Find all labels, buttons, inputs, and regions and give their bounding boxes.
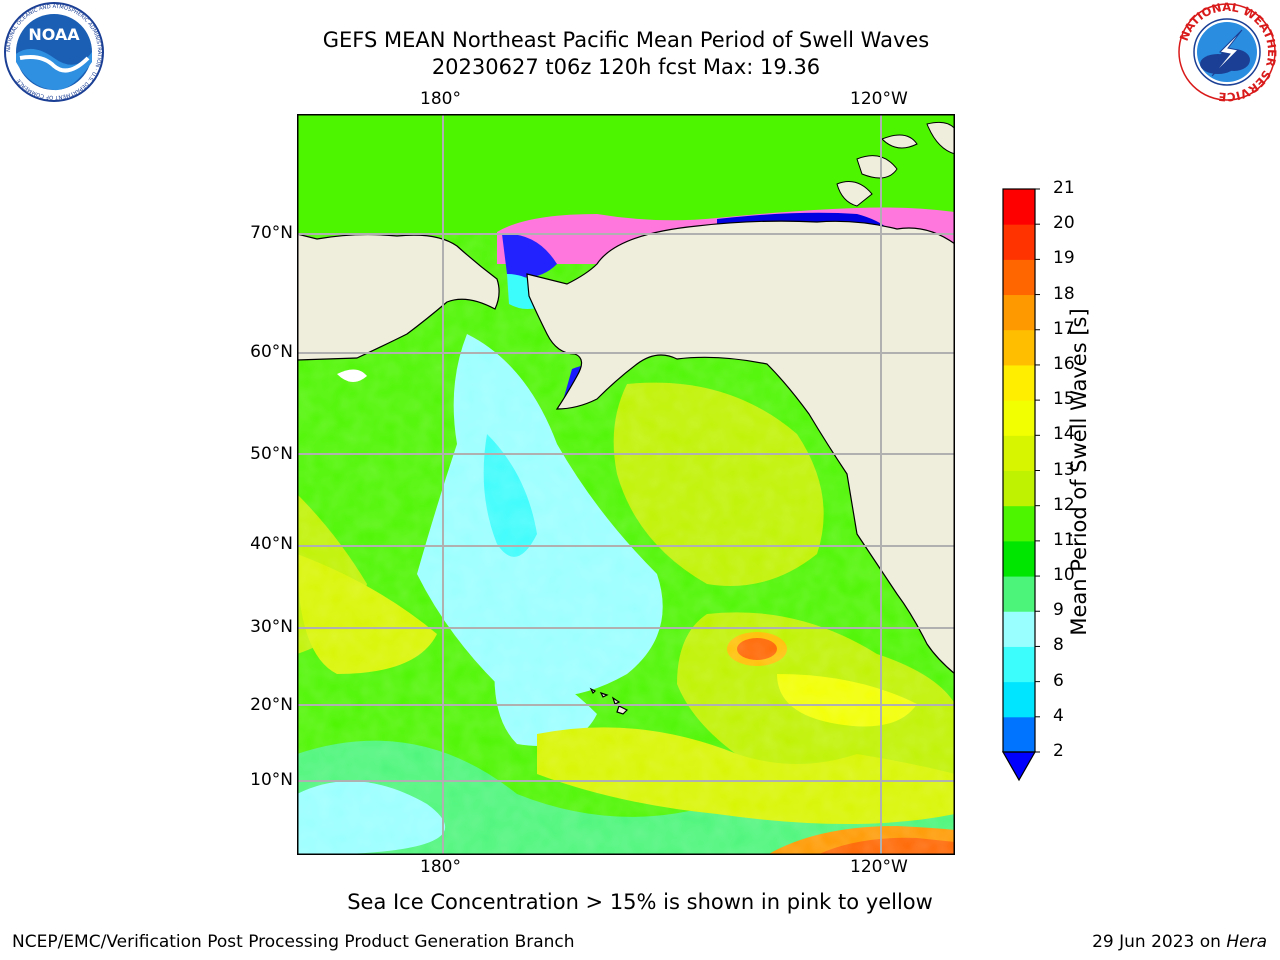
noaa-logo-text: NOAA xyxy=(28,25,80,44)
land-north-america xyxy=(526,220,955,675)
lon-label-bottom-120w: 120°W xyxy=(850,857,908,877)
colorbar-tick-label: 6 xyxy=(1053,670,1064,691)
noaa-logo: NOAA NATIONAL OCEANIC AND ATMOSPHERIC AD… xyxy=(2,2,106,102)
land-arctic-island-2 xyxy=(856,155,898,179)
lat-label-30n: 30°N xyxy=(250,617,293,637)
colorbar-tick-label: 10 xyxy=(1053,565,1075,586)
colorbar-tick-label: 4 xyxy=(1053,705,1064,726)
lon-label-top-120w: 120°W xyxy=(850,89,908,109)
lat-label-20n: 20°N xyxy=(250,695,293,715)
colorbar-bin xyxy=(1003,681,1035,718)
colorbar-tick-label: 15 xyxy=(1053,389,1075,410)
footer-machine: Hera xyxy=(1226,932,1267,952)
colorbar-bin xyxy=(1003,435,1035,471)
colorbar-label: Mean Period of Swell Waves [s] xyxy=(1067,308,1091,636)
colorbar-bin xyxy=(1003,224,1035,260)
colorbar-bin xyxy=(1003,646,1035,683)
colorbar-bin xyxy=(1003,540,1035,577)
colorbar-tick-label: 11 xyxy=(1053,529,1075,550)
colorbar-tick-label: 17 xyxy=(1053,318,1075,339)
land-arctic-island-1 xyxy=(881,134,918,149)
colorbar-tick-marks xyxy=(1035,188,1040,753)
colorbar-tick-label: 13 xyxy=(1053,459,1075,480)
colorbar-tick-label: 21 xyxy=(1053,178,1075,198)
swell-period-map xyxy=(297,114,955,855)
chukchi-blue xyxy=(502,233,557,278)
colorbar-tick-label: 20 xyxy=(1053,213,1075,234)
colorbar-bins xyxy=(1003,189,1035,753)
colorbar xyxy=(1000,186,1040,786)
nws-logo: NATIONAL WEATHER SERVICE xyxy=(1176,2,1278,102)
colorbar-bin xyxy=(1003,716,1035,753)
lat-label-60n: 60°N xyxy=(250,342,293,362)
colorbar-tick-label: 9 xyxy=(1053,600,1064,621)
colorbar-tick-label: 19 xyxy=(1053,248,1075,269)
colorbar-bin xyxy=(1003,364,1035,401)
colorbar-bin xyxy=(1003,505,1035,542)
colorbar-bin xyxy=(1003,400,1035,436)
lon-label-bottom-180: 180° xyxy=(420,857,461,877)
land-hawaii xyxy=(589,687,629,715)
colorbar-bin xyxy=(1003,576,1035,612)
colorbar-bin xyxy=(1003,470,1035,507)
lat-label-50n: 50°N xyxy=(250,444,293,464)
graticule xyxy=(297,114,955,855)
aleutian-gap xyxy=(337,369,367,383)
colorbar-tick-label: 18 xyxy=(1053,283,1075,304)
colorbar-tick-label: 16 xyxy=(1053,353,1075,374)
colorbar-tick-label: 14 xyxy=(1053,424,1075,445)
land-arctic-island-4 xyxy=(836,181,873,207)
lat-label-10n: 10°N xyxy=(250,770,293,790)
sea-ice-note: Sea Ice Concentration > 15% is shown in … xyxy=(347,890,933,914)
colorbar-tick-label: 2 xyxy=(1053,741,1064,761)
chart-subtitle: 20230627 t06z 120h fcst Max: 19.36 xyxy=(431,55,821,79)
land-siberia xyxy=(297,233,500,361)
footer-date: 29 Jun 2023 on Hera xyxy=(1092,932,1267,952)
colorbar-tick-label: 12 xyxy=(1053,494,1075,515)
colorbar-bin xyxy=(1003,611,1035,647)
colorbar-bin xyxy=(1003,294,1035,331)
land-arctic-island-3 xyxy=(926,121,955,155)
footer-credit: NCEP/EMC/Verification Post Processing Pr… xyxy=(12,932,575,952)
colorbar-tick-label: 8 xyxy=(1053,635,1064,656)
chart-title: GEFS MEAN Northeast Pacific Mean Period … xyxy=(322,28,930,52)
footer-date-text: 29 Jun 2023 on xyxy=(1092,932,1227,952)
map-frame xyxy=(297,114,955,855)
lat-label-40n: 40°N xyxy=(250,534,293,554)
colorbar-bin xyxy=(1003,329,1035,366)
lat-label-70n: 70°N xyxy=(250,223,293,243)
colorbar-bin xyxy=(1003,259,1035,296)
lon-label-top-180: 180° xyxy=(420,89,461,109)
colorbar-bin xyxy=(1003,189,1035,225)
colorbar-extend-arrow xyxy=(1001,751,1037,782)
